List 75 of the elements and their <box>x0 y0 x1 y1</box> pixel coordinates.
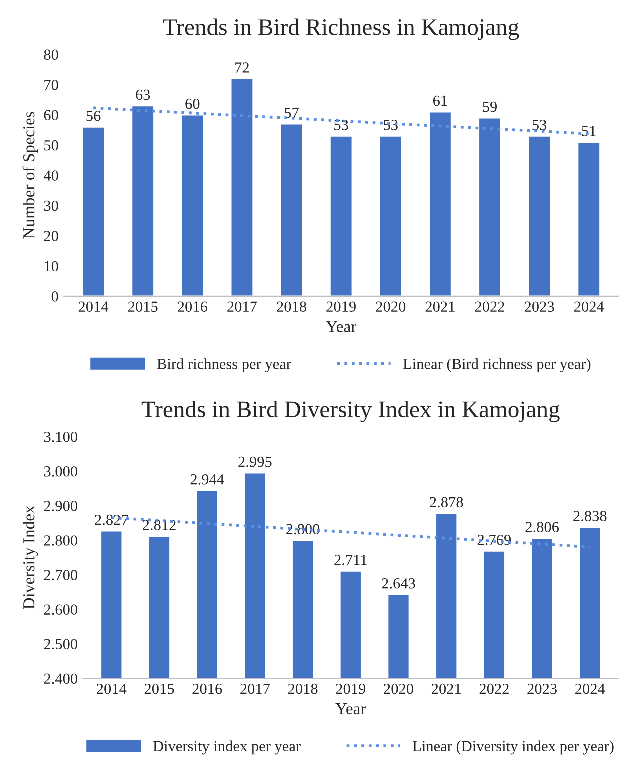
x-tick-label: 2019 <box>336 684 366 694</box>
y-tick-label: 2.400 <box>44 674 78 684</box>
x-tick-label: 2016 <box>178 302 208 312</box>
x-axis-title: Year <box>336 704 366 715</box>
bar <box>82 126 106 296</box>
data-label: 61 <box>433 96 448 106</box>
y-tick-label: 80 <box>44 50 58 60</box>
x-tick-label: 2019 <box>326 302 356 312</box>
x-tick-label: 2020 <box>376 302 406 312</box>
data-label: 2.711 <box>334 555 367 566</box>
y-tick-label: 2.500 <box>44 639 78 650</box>
y-tick-label: 70 <box>44 80 58 90</box>
x-tick-label: 2022 <box>475 302 504 312</box>
legend-label: Linear (Bird richness per year) <box>403 358 591 372</box>
x-tick-label: 2014 <box>97 684 127 694</box>
data-label: 2.878 <box>430 497 464 508</box>
data-label: 2.827 <box>95 514 128 526</box>
bar <box>180 114 204 296</box>
bar <box>329 136 354 296</box>
data-label: 2.643 <box>382 578 416 589</box>
x-tick-label: 2022 <box>480 684 509 694</box>
bar <box>379 136 403 296</box>
y-tick-label: 20 <box>44 231 58 242</box>
x-tick-label: 2017 <box>228 302 258 312</box>
x-tick-label: 2023 <box>528 684 557 694</box>
y-tick-label: 2.600 <box>44 604 78 616</box>
data-label: 63 <box>136 90 150 100</box>
y-tick-label: 2.800 <box>44 536 78 546</box>
bar <box>577 142 601 296</box>
y-tick-label: 2.700 <box>44 570 78 580</box>
bar <box>131 105 155 296</box>
x-tick-label: 2014 <box>78 302 109 312</box>
y-axis-title: Diversity Index <box>22 506 38 610</box>
data-label: 59 <box>483 102 498 112</box>
legend-label: Linear (Diversity index per year) <box>413 740 614 755</box>
data-label: 53 <box>532 120 547 130</box>
data-label: 2.995 <box>238 456 272 468</box>
y-tick-label: 2.900 <box>44 501 78 512</box>
y-tick-label: 3.000 <box>44 466 78 477</box>
bar <box>428 111 452 296</box>
data-label: 60 <box>186 98 200 110</box>
x-tick-label: 2020 <box>384 684 414 694</box>
y-tick-label: 60 <box>44 110 58 120</box>
y-tick-label: 0 <box>52 292 58 302</box>
y-tick-label: 3.100 <box>44 432 78 442</box>
bar <box>230 78 254 296</box>
x-tick-label: 2024 <box>576 684 606 694</box>
bar <box>280 123 304 296</box>
chart-title: Trends in Bird Diversity Index in Kamojang <box>142 400 560 422</box>
bar <box>528 136 552 296</box>
x-tick-label: 2021 <box>432 684 461 694</box>
x-tick-label: 2017 <box>240 684 270 694</box>
y-tick-label: 50 <box>44 140 58 151</box>
data-label: 2.944 <box>190 474 224 485</box>
data-label: 72 <box>236 62 250 73</box>
x-tick-label: 2023 <box>524 302 554 312</box>
data-label: 2.806 <box>526 522 560 533</box>
bar <box>478 117 502 296</box>
x-tick-label: 2018 <box>277 302 306 312</box>
data-label: 56 <box>86 110 101 122</box>
data-label: 2.838 <box>574 511 607 522</box>
legend-label: Diversity index per year <box>153 740 301 755</box>
x-tick-label: 2015 <box>144 684 174 694</box>
y-tick-label: 30 <box>44 200 58 212</box>
x-tick-label: 2024 <box>574 302 604 312</box>
y-axis-title: Number of Species <box>22 112 38 239</box>
y-tick-label: 40 <box>44 170 58 181</box>
chart-title: Trends in Bird Richness in Kamojang <box>163 18 520 40</box>
x-tick-label: 2018 <box>288 684 318 694</box>
y-tick-label: 10 <box>45 261 58 272</box>
x-tick-label: 2016 <box>192 684 222 694</box>
x-axis-title: Year <box>326 321 357 332</box>
x-tick-label: 2015 <box>128 302 158 312</box>
x-tick-label: 2021 <box>426 302 455 312</box>
legend-label: Bird richness per year <box>157 358 292 372</box>
